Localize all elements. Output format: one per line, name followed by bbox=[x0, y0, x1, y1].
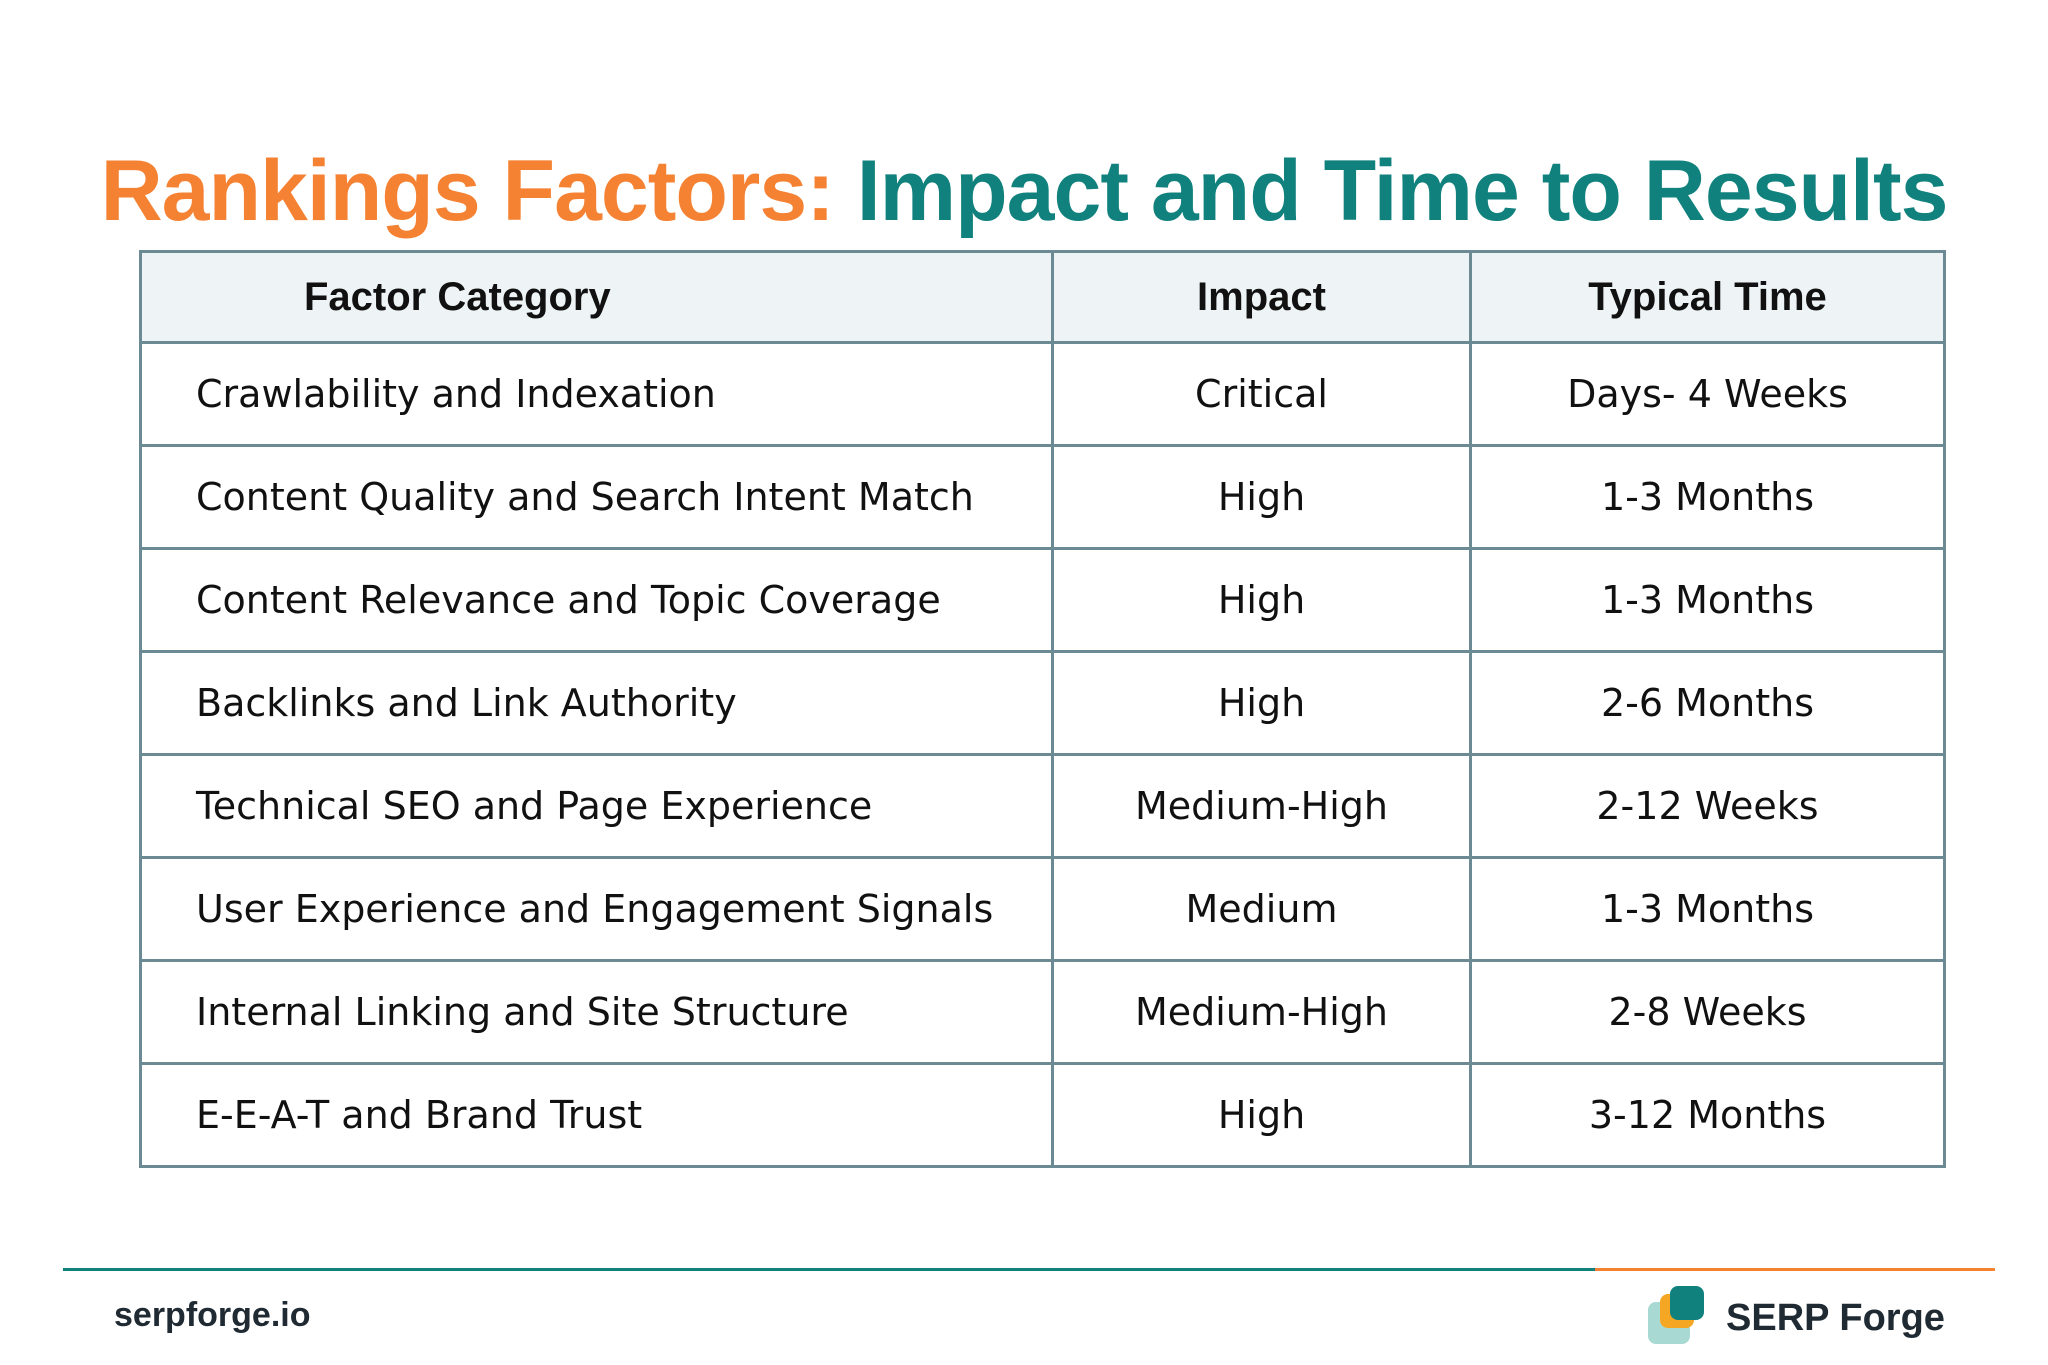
header-impact: Impact bbox=[1051, 250, 1472, 344]
footer-divider-orange bbox=[1595, 1268, 1995, 1271]
table-row: Backlinks and Link Authority High 2-6 Mo… bbox=[139, 650, 1946, 756]
ranking-factors-table: Factor Category Impact Typical Time Craw… bbox=[139, 250, 1946, 1168]
cell-time: 2-12 Weeks bbox=[1469, 753, 1946, 859]
cell-impact: High bbox=[1051, 444, 1472, 550]
cell-factor: Technical SEO and Page Experience bbox=[139, 753, 1054, 859]
table-row: E-E-A-T and Brand Trust High 3-12 Months bbox=[139, 1062, 1946, 1168]
page-title: Rankings Factors: Impact and Time to Res… bbox=[0, 136, 2048, 246]
table-row: User Experience and Engagement Signals M… bbox=[139, 856, 1946, 962]
brand-lockup: SERP Forge bbox=[1648, 1286, 1945, 1350]
cell-time: 3-12 Months bbox=[1469, 1062, 1946, 1168]
cell-time: 1-3 Months bbox=[1469, 856, 1946, 962]
title-part-1: Rankings Factors: bbox=[100, 142, 835, 239]
cell-impact: Medium-High bbox=[1051, 753, 1472, 859]
cell-factor: E-E-A-T and Brand Trust bbox=[139, 1062, 1054, 1168]
site-url: serpforge.io bbox=[114, 1296, 311, 1334]
cell-impact: Medium-High bbox=[1051, 959, 1472, 1065]
table-row: Content Relevance and Topic Coverage Hig… bbox=[139, 547, 1946, 653]
cell-factor: Internal Linking and Site Structure bbox=[139, 959, 1054, 1065]
cell-impact: Medium bbox=[1051, 856, 1472, 962]
header-factor-category: Factor Category bbox=[139, 250, 1054, 344]
table-row: Technical SEO and Page Experience Medium… bbox=[139, 753, 1946, 859]
cell-factor: Crawlability and Indexation bbox=[139, 341, 1054, 447]
cell-impact: Critical bbox=[1051, 341, 1472, 447]
cell-impact: High bbox=[1051, 547, 1472, 653]
cell-time: 2-8 Weeks bbox=[1469, 959, 1946, 1065]
cell-factor: Content Quality and Search Intent Match bbox=[139, 444, 1054, 550]
logo-square-front bbox=[1670, 1286, 1704, 1320]
header-typical-time: Typical Time bbox=[1469, 250, 1946, 344]
stacked-squares-logo-icon bbox=[1648, 1286, 1712, 1350]
cell-time: 1-3 Months bbox=[1469, 444, 1946, 550]
footer-divider-teal bbox=[63, 1268, 1595, 1271]
title-part-2: Impact and Time to Results bbox=[856, 142, 1949, 239]
cell-factor: User Experience and Engagement Signals bbox=[139, 856, 1054, 962]
table-row: Content Quality and Search Intent Match … bbox=[139, 444, 1946, 550]
cell-time: 2-6 Months bbox=[1469, 650, 1946, 756]
cell-time: Days- 4 Weeks bbox=[1469, 341, 1946, 447]
table-header-row: Factor Category Impact Typical Time bbox=[139, 250, 1946, 344]
cell-impact: High bbox=[1051, 1062, 1472, 1168]
table-row: Crawlability and Indexation Critical Day… bbox=[139, 341, 1946, 447]
table-row: Internal Linking and Site Structure Medi… bbox=[139, 959, 1946, 1065]
brand-name: SERP Forge bbox=[1726, 1296, 1945, 1339]
cell-factor: Backlinks and Link Authority bbox=[139, 650, 1054, 756]
cell-time: 1-3 Months bbox=[1469, 547, 1946, 653]
cell-impact: High bbox=[1051, 650, 1472, 756]
cell-factor: Content Relevance and Topic Coverage bbox=[139, 547, 1054, 653]
